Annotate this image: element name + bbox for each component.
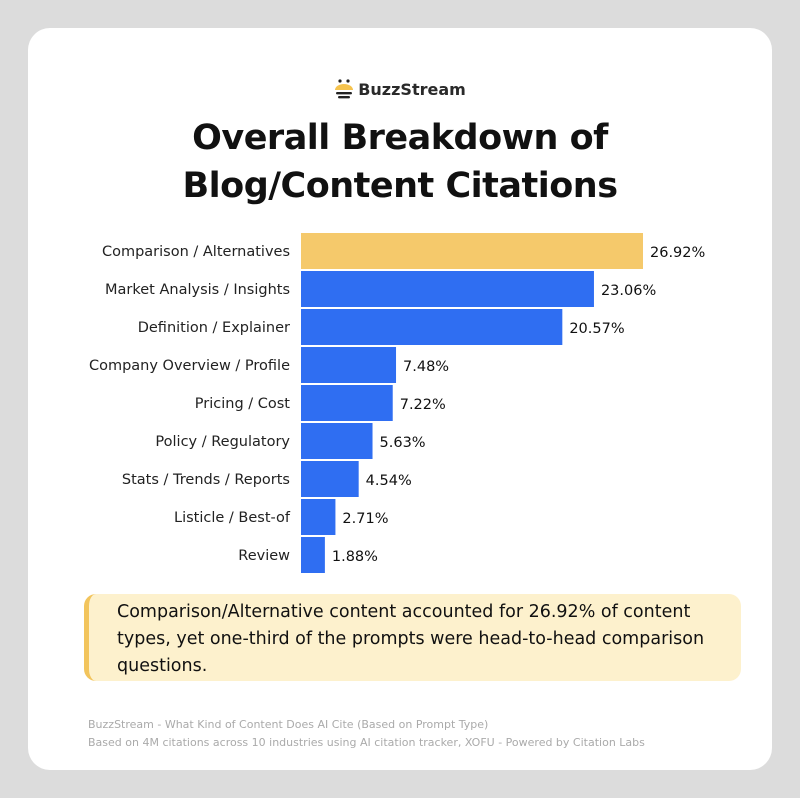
bar <box>301 271 594 307</box>
value-label: 1.88% <box>332 549 378 565</box>
value-label: 7.48% <box>403 359 449 375</box>
value-label: 4.54% <box>366 473 412 489</box>
bar <box>301 347 397 383</box>
bar <box>301 423 373 459</box>
brand-name: BuzzStream <box>358 80 466 99</box>
category-label: Company Overview / Profile <box>89 358 290 374</box>
value-label: 26.92% <box>650 245 705 261</box>
bar <box>301 537 325 573</box>
value-label: 2.71% <box>342 511 388 527</box>
bar <box>301 499 336 535</box>
category-label: Market Analysis / Insights <box>105 282 290 298</box>
category-label: Pricing / Cost <box>195 396 291 412</box>
title-line-1: Overall Breakdown of <box>192 118 608 158</box>
callout-note: Comparison/Alternative content accounted… <box>84 594 741 681</box>
category-label: Policy / Regulatory <box>155 434 290 450</box>
value-label: 7.22% <box>400 397 446 413</box>
brand-logo: BuzzStream <box>0 78 800 100</box>
category-label: Stats / Trends / Reports <box>122 472 290 488</box>
bee-icon <box>335 79 354 99</box>
category-label: Definition / Explainer <box>138 320 290 336</box>
value-label: 23.06% <box>601 283 656 299</box>
category-label: Listicle / Best-of <box>174 510 291 526</box>
bar <box>301 385 393 421</box>
bar <box>301 233 643 269</box>
value-label: 5.63% <box>380 435 426 451</box>
bar <box>301 461 359 497</box>
value-label: 20.57% <box>569 321 624 337</box>
source-line-2: Based on 4M citations across 10 industri… <box>88 736 645 749</box>
bar <box>301 309 563 345</box>
category-label: Review <box>238 548 290 564</box>
category-label: Comparison / Alternatives <box>102 244 290 260</box>
chart-title: Overall Breakdown of Blog/Content Citati… <box>0 114 800 210</box>
title-line-2: Blog/Content Citations <box>182 166 618 206</box>
source-line-1: BuzzStream - What Kind of Content Does A… <box>88 718 489 731</box>
